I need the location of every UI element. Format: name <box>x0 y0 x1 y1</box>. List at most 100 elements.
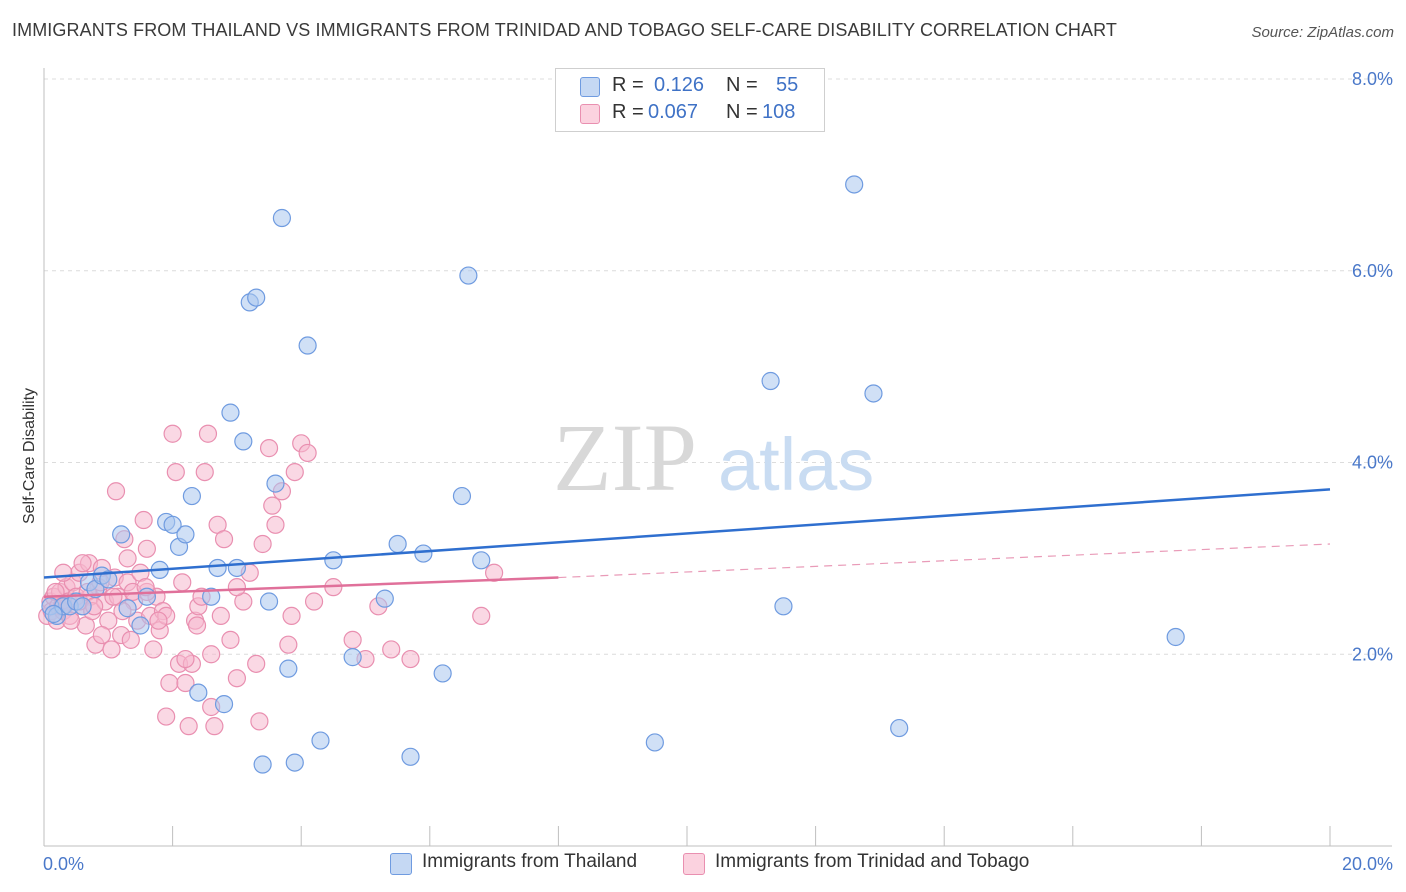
bottom-legend-swatch-blue <box>390 853 412 875</box>
point-trinidad <box>221 630 240 649</box>
point-trinidad <box>137 539 156 558</box>
point-trinidad <box>382 640 401 659</box>
point-thailand <box>112 525 131 544</box>
point-trinidad <box>54 563 73 582</box>
bottom-legend-trinidad: Immigrants from Trinidad and Tobago <box>715 851 1030 872</box>
point-trinidad <box>285 462 304 482</box>
point-thailand <box>247 288 266 307</box>
point-trinidad <box>266 515 285 534</box>
point-thailand <box>298 336 317 355</box>
watermark-zip: ZIP <box>553 404 697 511</box>
point-thailand <box>234 432 253 451</box>
point-trinidad <box>149 611 168 630</box>
point-thailand <box>343 648 362 667</box>
point-trinidad <box>304 592 324 611</box>
point-trinidad <box>104 587 123 606</box>
legend-r-label: R = <box>612 101 644 123</box>
point-trinidad <box>202 645 221 664</box>
point-trinidad <box>92 625 111 645</box>
point-trinidad <box>279 635 298 654</box>
point-trinidad <box>157 707 176 726</box>
point-thailand <box>279 659 298 678</box>
point-thailand <box>253 755 272 774</box>
point-thailand <box>845 175 864 194</box>
source-label: Source: ZipAtlas.com <box>1251 24 1394 41</box>
point-thailand <box>890 718 909 738</box>
point-trinidad <box>198 424 218 443</box>
point-trinidad <box>211 606 230 626</box>
point-thailand <box>311 731 330 750</box>
point-trinidad <box>176 673 195 693</box>
point-thailand <box>459 266 478 285</box>
point-thailand <box>227 558 246 578</box>
point-thailand <box>761 371 780 391</box>
legend-n-value: 55 <box>776 74 799 96</box>
point-thailand <box>452 486 472 506</box>
point-trinidad <box>263 496 282 515</box>
point-thailand <box>118 599 137 618</box>
y-tick-label: 8.0% <box>1352 69 1393 89</box>
point-trinidad <box>102 640 121 659</box>
point-thailand <box>131 616 150 635</box>
point-trinidad <box>227 578 246 597</box>
x-ticks <box>43 826 1331 846</box>
point-trinidad <box>227 669 246 688</box>
trendline-trinidad-extension <box>558 543 1331 579</box>
point-trinidad <box>195 462 214 482</box>
trendline-thailand <box>43 488 1331 579</box>
point-thailand <box>272 208 292 228</box>
point-trinidad <box>163 424 182 443</box>
point-trinidad <box>205 717 224 736</box>
point-trinidad <box>106 482 126 501</box>
legend-r-value: 0.126 <box>654 74 705 96</box>
y-tick-label: 4.0% <box>1352 453 1393 473</box>
y-tick-labels: 2.0% 4.0% 6.0% 8.0% <box>1352 69 1393 664</box>
point-thailand <box>375 589 394 608</box>
point-thailand <box>472 551 491 570</box>
legend-n-label: N = <box>726 101 758 123</box>
point-thailand <box>414 544 433 563</box>
point-thailand <box>137 587 156 606</box>
point-thailand <box>163 515 182 534</box>
point-thailand <box>324 551 343 570</box>
point-trinidad <box>173 573 192 592</box>
legend-swatch-pink <box>580 104 600 124</box>
point-thailand <box>645 733 664 752</box>
trendline-trinidad <box>43 576 559 598</box>
y-tick-label: 6.0% <box>1352 261 1393 281</box>
x-tick-label-min: 0.0% <box>43 854 84 874</box>
point-thailand <box>1166 627 1185 647</box>
point-thailand <box>433 664 452 683</box>
point-trinidad <box>118 549 137 568</box>
point-trinidad <box>298 443 317 463</box>
point-thailand <box>214 695 234 714</box>
series-thailand-points <box>41 175 1185 774</box>
point-thailand <box>221 403 240 422</box>
point-trinidad <box>176 649 195 669</box>
point-trinidad <box>343 630 362 649</box>
point-trinidad <box>121 630 140 649</box>
point-trinidad <box>73 554 92 573</box>
trend-lines <box>43 488 1331 598</box>
point-thailand <box>774 597 793 616</box>
legend-swatch-blue <box>580 77 600 97</box>
point-thailand <box>208 558 227 578</box>
point-trinidad <box>247 654 266 673</box>
legend-n-label: N = <box>726 74 758 96</box>
point-trinidad <box>472 606 491 626</box>
point-thailand <box>864 384 883 403</box>
point-trinidad <box>187 616 207 635</box>
point-thailand <box>401 747 420 766</box>
legend-n-value: 108 <box>762 101 796 123</box>
point-trinidad <box>250 712 269 731</box>
stats-legend: R = 0.126 N = 55 R = 0.067 N = 108 <box>555 68 825 132</box>
point-trinidad <box>214 530 234 549</box>
point-trinidad <box>401 649 420 669</box>
point-thailand <box>202 587 221 606</box>
point-thailand <box>73 597 92 616</box>
bottom-legend-swatch-pink <box>683 853 705 875</box>
point-trinidad <box>160 673 179 693</box>
point-trinidad <box>166 462 185 482</box>
point-thailand <box>44 604 63 624</box>
